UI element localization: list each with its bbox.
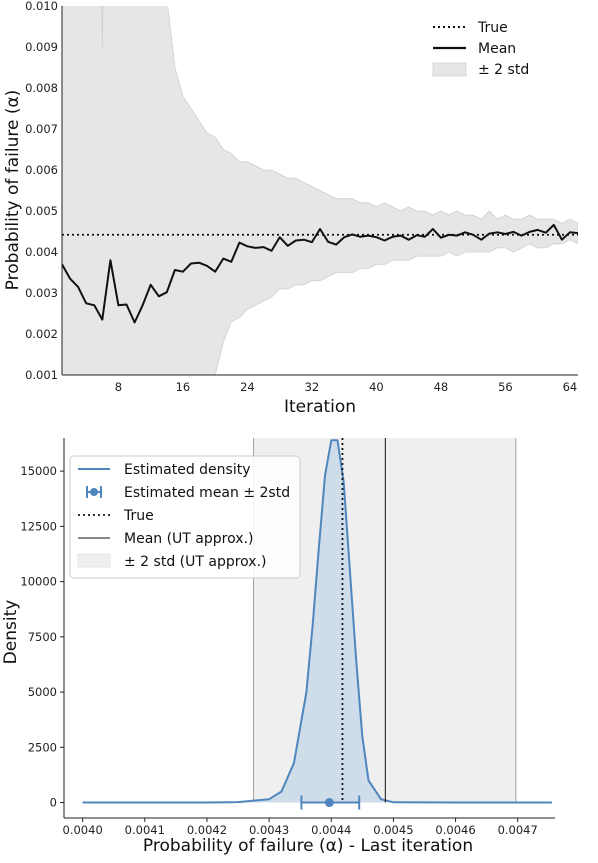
bottom-y-tick-label: 10000 bbox=[20, 575, 57, 589]
legend-errorbar-swatch bbox=[86, 486, 102, 498]
top-y-tick-label: 0.001 bbox=[25, 368, 58, 382]
bottom-ticks: 0.0040 0.0041 0.0042 0.0043 0.0044 0.0045 0.00… bbox=[20, 464, 537, 837]
top-x-tick-label: 40 bbox=[369, 380, 384, 394]
bottom-x-tick-label: 0.0047 bbox=[498, 823, 538, 837]
std-band-layer bbox=[62, 6, 578, 375]
density-curve bbox=[82, 439, 552, 804]
bottom-x-axis-label: Probability of failure (α) - Last iterat… bbox=[143, 836, 473, 856]
bottom-y-tick-label: 2500 bbox=[28, 740, 57, 754]
legend-box bbox=[69, 455, 301, 579]
legend-band-swatch bbox=[432, 62, 467, 77]
top-y-tick-label: 0.002 bbox=[25, 327, 58, 341]
top-x-tick-label: 16 bbox=[176, 380, 191, 394]
top-y-axis-label: Probability of failure (α) bbox=[3, 90, 23, 291]
bottom-x-tick-label: 0.0042 bbox=[187, 823, 227, 837]
legend-true-label-bottom: True bbox=[123, 508, 154, 524]
bottom-y-axis-label: Density bbox=[1, 600, 21, 665]
bottom-y-tick-label: 15000 bbox=[20, 464, 57, 478]
density-layer bbox=[82, 439, 552, 804]
bottom-y-tick-label: 0 bbox=[50, 796, 57, 810]
bottom-x-tick-label: 0.0045 bbox=[373, 823, 413, 837]
top-y-tick-label: 0.007 bbox=[25, 122, 58, 136]
top-y-tick-label: 0.009 bbox=[25, 40, 58, 54]
top-x-tick-label: 56 bbox=[498, 380, 513, 394]
bottom-x-tick-label: 0.0044 bbox=[311, 823, 351, 837]
bottom-y-tick-label: 5000 bbox=[28, 685, 57, 699]
bottom-x-tick-label: 0.0041 bbox=[125, 823, 165, 837]
top-x-tick-label: 48 bbox=[434, 380, 449, 394]
legend-errorbar-label: Estimated mean ± 2std bbox=[124, 485, 290, 501]
reference-lines-layer bbox=[341, 438, 386, 803]
legend-ut-band-swatch bbox=[77, 553, 111, 568]
top-ticks: 8 16 24 32 40 48 56 64 0.001 0.002 0.003 0.004 0.005… bbox=[25, 0, 577, 394]
bottom-y-tick-label: 7500 bbox=[28, 630, 57, 644]
bottom-legend: Estimated density Estimated mean ± 2std … bbox=[69, 455, 301, 579]
top-x-tick-label: 8 bbox=[115, 380, 122, 394]
std-band bbox=[62, 6, 578, 375]
top-y-tick-label: 0.005 bbox=[25, 204, 58, 218]
top-legend: True Mean ± 2 std bbox=[432, 20, 529, 78]
top-y-tick-label: 0.004 bbox=[25, 245, 58, 259]
legend-ut-band-label: ± 2 std (UT approx.) bbox=[124, 554, 267, 570]
legend-density-label: Estimated density bbox=[124, 462, 251, 478]
legend-ut-mean-label: Mean (UT approx.) bbox=[124, 531, 253, 547]
mean-line bbox=[62, 223, 578, 324]
legend-mean-label: Mean bbox=[478, 41, 516, 57]
top-y-tick-label: 0.010 bbox=[25, 0, 58, 13]
top-x-tick-label: 24 bbox=[240, 380, 255, 394]
density-chart: 0.0040 0.0041 0.0042 0.0043 0.0044 0.0045 0.00… bbox=[1, 438, 555, 856]
top-x-tick-label: 64 bbox=[563, 380, 578, 394]
top-y-tick-label: 0.008 bbox=[25, 81, 58, 95]
bottom-y-tick-label: 12500 bbox=[20, 519, 57, 533]
convergence-chart: 8 16 24 32 40 48 56 64 0.001 0.002 0.003 0.004 0.005… bbox=[3, 0, 578, 417]
bottom-x-tick-label: 0.0043 bbox=[249, 823, 289, 837]
top-axes bbox=[61, 6, 578, 376]
top-x-tick-label: 32 bbox=[305, 380, 320, 394]
top-y-tick-label: 0.003 bbox=[25, 286, 58, 300]
legend-true-label: True bbox=[477, 20, 508, 36]
mean-errorbar-layer bbox=[300, 795, 361, 810]
bottom-axes bbox=[63, 438, 555, 819]
legend-band-label: ± 2 std bbox=[478, 62, 529, 78]
top-x-axis-label: Iteration bbox=[284, 397, 356, 417]
top-y-tick-label: 0.006 bbox=[25, 163, 58, 177]
mean-line-layer bbox=[62, 223, 578, 324]
bottom-x-tick-label: 0.0046 bbox=[435, 823, 475, 837]
errorbar-mean-point bbox=[324, 798, 334, 808]
density-fill bbox=[82, 440, 552, 803]
bottom-x-tick-label: 0.0040 bbox=[63, 823, 103, 837]
